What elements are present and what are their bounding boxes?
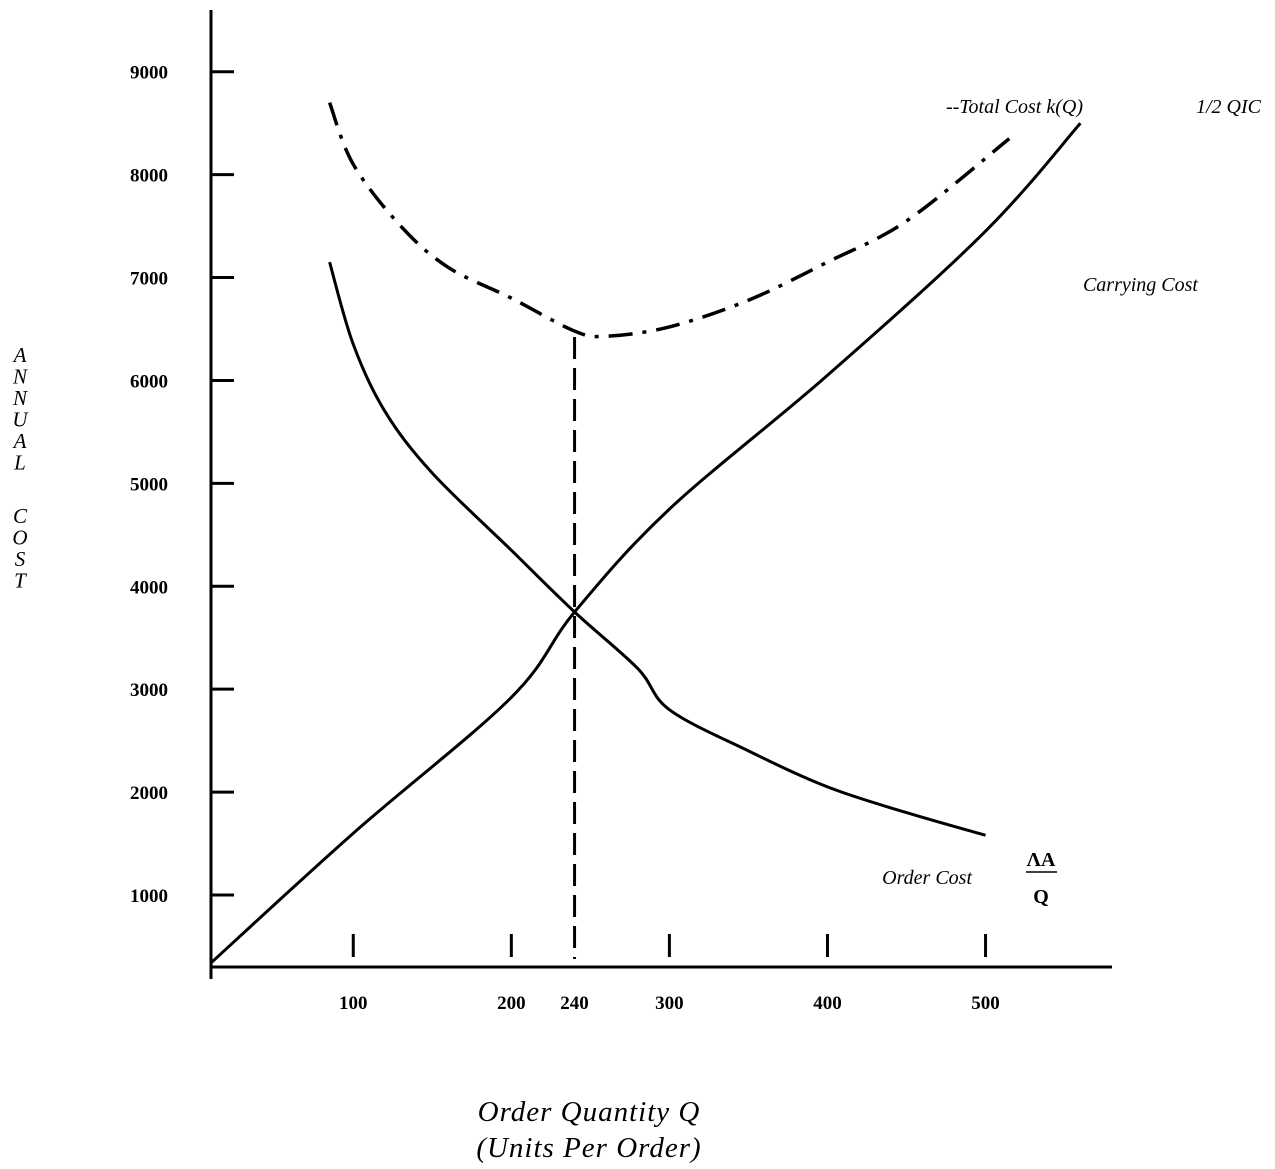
x-tick-label: 200 — [497, 993, 526, 1014]
y-axis-label-letter: T — [14, 569, 27, 593]
series — [211, 103, 1080, 963]
y-tick-label: 5000 — [130, 474, 168, 495]
y-axis-label-letter: S — [15, 547, 26, 571]
y-axis-label-letter: O — [12, 526, 27, 550]
y-axis-label-letter: U — [12, 408, 29, 432]
x-ticks: 100 200 240 300 400 500 — [339, 934, 1000, 1014]
y-tick-label: 3000 — [130, 680, 168, 701]
annotations: --Total Cost k(Q) 1/2 QIC Carrying Cost … — [882, 96, 1261, 908]
y-tick-label: 1000 — [130, 886, 168, 907]
x-tick-label: 240 — [560, 993, 589, 1014]
y-tick-label: 6000 — [130, 371, 168, 392]
y-axis-label-letter: A — [12, 429, 27, 453]
order-cost-curve — [330, 262, 986, 835]
carrying-cost-line — [211, 123, 1080, 963]
y-axis-label-letter: N — [12, 386, 28, 410]
x-tick-label: 100 — [339, 993, 368, 1014]
x-tick-label: 300 — [655, 993, 684, 1014]
x-axis-sublabel: (Units Per Order) — [476, 1132, 701, 1164]
x-axis-label: Order Quantity Q — [478, 1096, 701, 1128]
y-axis-label-letter: N — [12, 365, 28, 389]
carrying-formula-label: 1/2 QIC — [1196, 96, 1262, 118]
y-tick-label: 4000 — [130, 577, 168, 598]
y-tick-label: 9000 — [130, 63, 168, 84]
y-axis-label-letter: A — [12, 343, 27, 367]
y-tick-label: 7000 — [130, 269, 168, 290]
order-cost-label: Order Cost — [882, 867, 972, 889]
order-formula-numerator: ΛA — [1027, 849, 1056, 871]
x-tick-label: 400 — [813, 993, 842, 1014]
y-tick-label: 2000 — [130, 783, 168, 804]
order-formula-denominator: Q — [1033, 886, 1049, 908]
y-axis-label-letter: C — [13, 504, 28, 528]
total-cost-label: --Total Cost k(Q) — [946, 96, 1083, 118]
y-axis-label-letter: L — [13, 451, 26, 475]
y-ticks: 1000 2000 3000 4000 5000 6000 7000 8000 9000 — [130, 63, 234, 907]
carrying-cost-label: Carrying Cost — [1083, 274, 1198, 296]
x-tick-label: 500 — [971, 993, 1000, 1014]
total-cost-curve — [330, 103, 1010, 337]
y-tick-label: 8000 — [130, 166, 168, 187]
